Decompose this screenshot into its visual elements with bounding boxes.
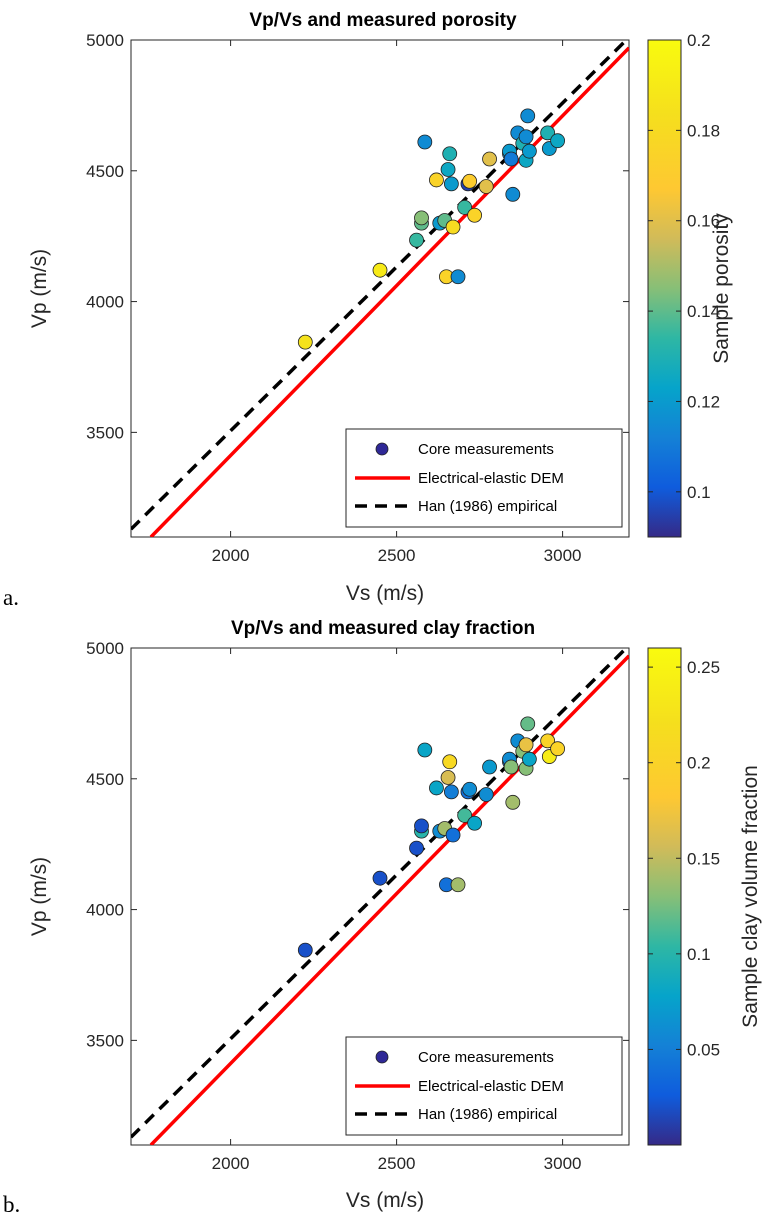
y-tick-label: 5000 xyxy=(86,639,124,658)
data-point xyxy=(462,173,478,189)
legend-label: Core measurements xyxy=(418,441,554,458)
data-point xyxy=(417,134,433,150)
x-tick-label: 2000 xyxy=(212,546,250,565)
x-tick-label: 3000 xyxy=(544,546,582,565)
y-axis-label: Vp (m/s) xyxy=(28,857,51,936)
chart-panel-b: 2000 2500 3000 3500 4000 4500 5000 Vp/Vs and me… xyxy=(28,618,762,1212)
data-point xyxy=(457,200,473,215)
chart-title: Vp/Vs and measured clay fraction xyxy=(231,618,535,639)
x-tick-label: 2000 xyxy=(212,1154,250,1173)
data-point xyxy=(478,179,494,194)
colorbar-tick-label: 0.16 xyxy=(687,212,720,231)
data-point xyxy=(450,269,466,285)
data-point xyxy=(445,219,461,235)
data-point xyxy=(540,125,556,141)
data-point xyxy=(540,733,556,749)
data-point xyxy=(450,877,466,893)
colorbar-label: Sample clay volume fraction xyxy=(739,765,762,1028)
y-tick-label: 3500 xyxy=(86,423,124,442)
colorbar-label: Sample porosity xyxy=(710,213,733,364)
data-point xyxy=(478,787,494,802)
data-point xyxy=(503,759,519,775)
colorbar-tick-label: 0.2 xyxy=(687,31,711,50)
data-point xyxy=(550,133,566,149)
data-point xyxy=(457,808,473,823)
han-empirical-line xyxy=(131,648,629,1139)
data-point xyxy=(550,741,566,757)
data-point xyxy=(462,781,478,797)
data-point xyxy=(482,759,497,775)
y-tick-label: 5000 xyxy=(86,31,124,50)
data-point xyxy=(409,232,424,248)
data-point xyxy=(429,172,444,188)
data-point xyxy=(518,737,534,753)
panel-letter-b: b. xyxy=(3,1192,21,1217)
x-tick-label: 2500 xyxy=(378,546,416,565)
chart-panel-a: 2000 2500 3000 3500 4000 4500 5000 Vp/Vs and me… xyxy=(28,10,733,605)
data-point xyxy=(440,770,456,785)
data-point xyxy=(297,334,313,350)
data-point xyxy=(505,794,521,810)
plot-area xyxy=(131,648,629,1145)
colorbar-tick-label: 0.1 xyxy=(687,483,711,502)
data-point xyxy=(522,751,537,767)
colorbar-tick-label: 0.2 xyxy=(687,754,711,773)
data-point xyxy=(372,262,388,278)
legend-marker-core xyxy=(375,1050,389,1064)
panel-letter-a: a. xyxy=(3,585,19,610)
legend-label: Electrical-elastic DEM xyxy=(418,470,564,487)
colorbar-tick-label: 0.25 xyxy=(687,658,720,677)
legend-label: Han (1986) empirical xyxy=(418,498,557,515)
y-tick-label: 4500 xyxy=(86,770,124,789)
chart-title: Vp/Vs and measured porosity xyxy=(249,10,517,31)
data-point xyxy=(442,146,458,162)
data-point xyxy=(505,186,521,202)
x-tick-label: 2500 xyxy=(378,1154,416,1173)
data-point xyxy=(520,108,536,124)
colorbar-tick-label: 0.15 xyxy=(687,849,720,868)
colorbar-tick-label: 0.1 xyxy=(687,945,711,964)
data-point xyxy=(522,143,537,159)
data-point xyxy=(467,207,483,223)
data-point xyxy=(467,815,483,831)
colorbar-tick-label: 0.18 xyxy=(687,121,720,140)
data-point xyxy=(440,162,456,177)
legend-label: Han (1986) empirical xyxy=(418,1106,557,1123)
y-axis-label: Vp (m/s) xyxy=(28,249,51,328)
data-point xyxy=(372,870,388,886)
data-point xyxy=(442,754,458,770)
data-point xyxy=(414,818,429,834)
data-point xyxy=(297,942,313,958)
data-point xyxy=(443,784,459,800)
x-tick-label: 3000 xyxy=(544,1154,582,1173)
y-tick-label: 4000 xyxy=(86,901,124,920)
legend-label: Core measurements xyxy=(418,1049,554,1066)
colorbar xyxy=(647,647,682,1146)
data-point xyxy=(443,176,459,192)
legend-label: Electrical-elastic DEM xyxy=(418,1078,564,1095)
colorbar xyxy=(647,39,682,538)
data-point xyxy=(482,151,497,167)
data-point xyxy=(445,827,461,843)
data-point xyxy=(414,210,429,226)
data-point xyxy=(409,840,424,856)
legend-box xyxy=(345,1036,623,1136)
colorbar-tick-label: 0.14 xyxy=(687,302,720,321)
data-point xyxy=(520,716,536,732)
data-point xyxy=(429,780,444,796)
plot-area xyxy=(131,40,629,537)
data-point xyxy=(417,742,433,758)
colorbar-tick-label: 0.05 xyxy=(687,1040,720,1059)
legend-marker-core xyxy=(375,442,389,456)
data-point xyxy=(518,129,534,145)
data-point xyxy=(503,151,519,167)
y-tick-label: 3500 xyxy=(86,1031,124,1050)
y-tick-label: 4000 xyxy=(86,293,124,312)
han-empirical-line xyxy=(131,40,629,531)
x-axis-label: Vs (m/s) xyxy=(346,1189,424,1212)
y-tick-label: 4500 xyxy=(86,162,124,181)
colorbar-tick-label: 0.12 xyxy=(687,392,720,411)
x-axis-label: Vs (m/s) xyxy=(346,582,424,605)
